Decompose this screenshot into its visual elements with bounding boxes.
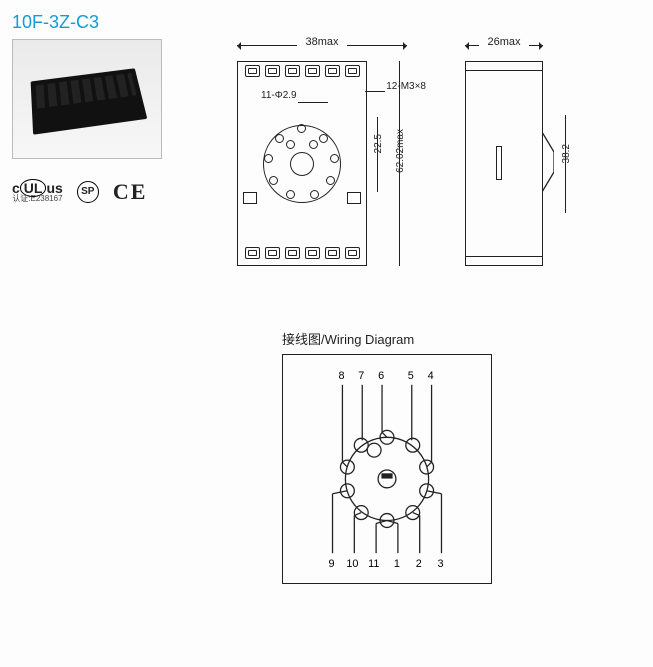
din-clip-icon — [542, 132, 554, 192]
side-tab — [496, 146, 502, 180]
ul-mark-icon: cULus — [12, 181, 63, 195]
wiring-box: 8 7 6 5 4 9 10 11 1 2 3 — [282, 354, 492, 584]
inner-height-label: 22.5 — [373, 134, 384, 153]
leader-line — [365, 91, 385, 92]
wiring-svg: 8 7 6 5 4 9 10 11 1 2 3 — [283, 355, 491, 583]
pin-label: 11 — [368, 558, 379, 570]
pin-label: 9 — [329, 558, 335, 570]
terminal — [305, 247, 320, 259]
front-height-label: 62.02max — [395, 129, 406, 173]
socket-pin — [297, 124, 306, 133]
ce-mark-icon: CE — [113, 181, 148, 203]
terminal — [285, 247, 300, 259]
csa-mark-icon: SP — [77, 181, 99, 203]
part-number: 10F-3Z-C3 — [12, 12, 641, 33]
dim-line — [377, 117, 378, 192]
socket-pin — [309, 140, 318, 149]
socket-pin — [286, 140, 295, 149]
socket-pin — [269, 176, 278, 185]
pin-circle — [263, 125, 341, 203]
socket-pin — [275, 134, 284, 143]
rail-line — [466, 256, 542, 257]
product-photo — [12, 39, 162, 159]
terminal — [245, 247, 260, 259]
top-row: cULus 认证:E238167 SP CE 38max — [12, 39, 641, 279]
terminal — [325, 247, 340, 259]
certification-row: cULus 认证:E238167 SP CE — [12, 181, 177, 203]
socket-pin — [310, 190, 319, 199]
side-body-outline — [465, 61, 543, 266]
pin-label: 10 — [346, 558, 358, 570]
cert-ul: cULus 认证:E238167 — [12, 181, 63, 203]
front-view: 38max 11-Φ2.9 — [217, 39, 427, 279]
pin-label: 7 — [358, 370, 364, 382]
socket-icon — [31, 68, 148, 135]
terminal — [285, 65, 300, 77]
front-body-outline: 11-Φ2.9 — [237, 61, 367, 266]
hole-spec-label: 11-Φ2.9 — [260, 90, 298, 101]
terminal — [345, 247, 360, 259]
socket-pin — [330, 154, 339, 163]
terminal — [305, 65, 320, 77]
pin-label: 6 — [378, 370, 384, 382]
dim-line — [565, 115, 566, 213]
left-column: cULus 认证:E238167 SP CE — [12, 39, 177, 279]
cert-ce: CE — [113, 181, 148, 203]
socket-pin — [326, 176, 335, 185]
terminal-row-top — [238, 62, 366, 80]
terminal — [325, 65, 340, 77]
terminal — [265, 247, 280, 259]
cert-csa: SP — [77, 181, 99, 203]
side-view: 26max 38.2 — [447, 39, 587, 279]
front-width-dimension-line: 38max — [237, 45, 407, 46]
pin-label: 2 — [416, 558, 422, 570]
pin-label: 3 — [438, 558, 444, 570]
front-width-label: 38max — [297, 36, 347, 48]
mounting-nut — [347, 192, 361, 204]
socket-pin — [319, 134, 328, 143]
rail-line — [466, 70, 542, 71]
side-width-dimension-line: 26max — [465, 45, 543, 46]
leader-line — [298, 102, 328, 103]
side-depth-label: 38.2 — [561, 144, 572, 163]
terminal — [265, 65, 280, 77]
ul-file-number: 认证:E238167 — [12, 195, 63, 203]
pin-label: 8 — [338, 370, 344, 382]
wiring-section: 接线图/Wiring Diagram — [282, 329, 512, 584]
pin-label: 4 — [428, 370, 434, 382]
socket-pin — [264, 154, 273, 163]
pin-label: 5 — [408, 370, 414, 382]
pin-label: 1 — [394, 558, 400, 570]
socket-pin — [286, 190, 295, 199]
wiring-title: 接线图/Wiring Diagram — [282, 329, 512, 348]
terminal — [245, 65, 260, 77]
side-width-label: 26max — [479, 36, 529, 48]
screw-spec-label: 12-M3×8 — [385, 81, 427, 92]
terminal — [345, 65, 360, 77]
terminal-row-bottom — [238, 244, 366, 262]
dimension-drawings: 38max 11-Φ2.9 — [217, 39, 587, 279]
mounting-nut — [243, 192, 257, 204]
